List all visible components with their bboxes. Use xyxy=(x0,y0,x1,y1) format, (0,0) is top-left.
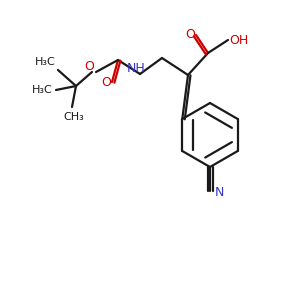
Text: O: O xyxy=(185,28,195,40)
Text: CH₃: CH₃ xyxy=(64,112,84,122)
Text: N: N xyxy=(214,185,224,199)
Text: H₃C: H₃C xyxy=(34,57,56,67)
Text: O: O xyxy=(101,76,111,89)
Text: O: O xyxy=(84,59,94,73)
Text: OH: OH xyxy=(230,34,249,46)
Text: H₃C: H₃C xyxy=(32,85,52,95)
Text: NH: NH xyxy=(127,61,146,74)
